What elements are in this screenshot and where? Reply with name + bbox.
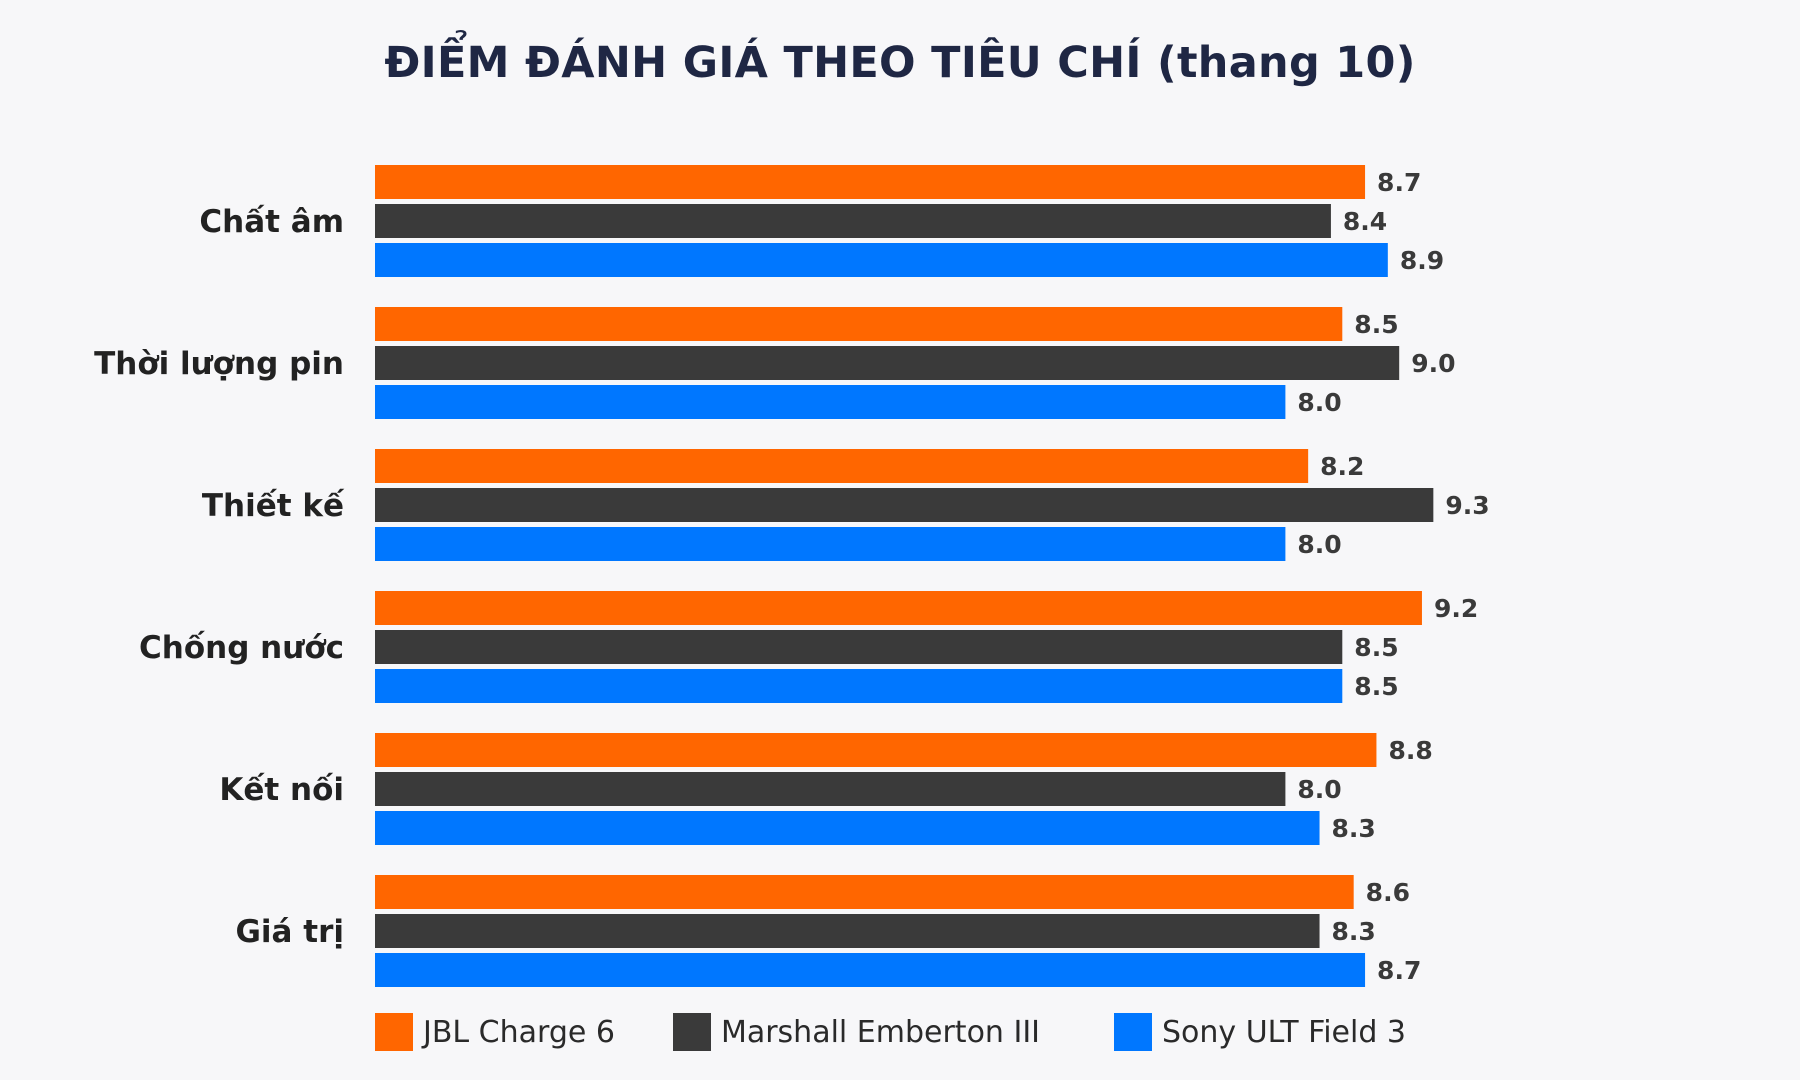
legend-item-jbl: JBL Charge 6 (375, 1013, 615, 1051)
value-label: 8.7 (1377, 956, 1421, 985)
value-label: 8.5 (1354, 310, 1398, 339)
bar (375, 527, 1286, 561)
bar (375, 385, 1286, 419)
bar (375, 307, 1343, 341)
legend-item-marshall: Marshall Emberton III (672, 1013, 1041, 1051)
bar (375, 772, 1286, 806)
bar (375, 733, 1377, 767)
category-label: Thiết kế (202, 488, 345, 524)
bar (375, 243, 1388, 277)
value-label: 8.3 (1332, 917, 1376, 946)
bar (375, 591, 1422, 625)
bar (375, 346, 1400, 380)
bar (375, 811, 1320, 845)
bar (375, 669, 1343, 703)
value-label: 8.0 (1297, 530, 1341, 559)
chart-title: ĐIỂM ĐÁNH GIÁ THEO TIÊU CHÍ (thang 10) (384, 38, 1416, 88)
value-label: 8.2 (1320, 452, 1364, 481)
bar (375, 953, 1366, 987)
category-label: Giá trị (235, 914, 344, 950)
legend-item-sony: Sony ULT Field 3 (1114, 1013, 1406, 1051)
value-label: 8.0 (1297, 775, 1341, 804)
value-label: 8.0 (1297, 388, 1341, 417)
value-label: 8.6 (1366, 878, 1410, 907)
value-label: 8.8 (1388, 736, 1432, 765)
bar (375, 914, 1320, 948)
category-label: Kết nối (219, 772, 344, 808)
value-label: 8.9 (1400, 246, 1444, 275)
bar (375, 630, 1343, 664)
legend-label-sony: Sony ULT Field 3 (1162, 1014, 1406, 1050)
legend-swatch-marshall (672, 1013, 711, 1051)
value-label: 8.7 (1377, 168, 1421, 197)
value-label: 8.4 (1343, 207, 1387, 236)
legend-label-marshall: Marshall Emberton III (720, 1014, 1041, 1050)
legend-swatch-sony (1114, 1013, 1153, 1051)
bar (375, 875, 1354, 909)
value-label: 9.2 (1434, 594, 1478, 623)
bar (375, 165, 1366, 199)
bar (375, 204, 1331, 238)
value-label: 8.5 (1354, 633, 1398, 662)
category-label: Chống nước (139, 630, 344, 666)
value-label: 8.3 (1332, 814, 1376, 843)
bar (375, 449, 1309, 483)
chart-legend: JBL Charge 6 Marshall Emberton III Sony … (375, 1013, 1446, 1051)
category-label: Thời lượng pin (94, 346, 344, 382)
category-label: Chất âm (199, 204, 344, 240)
value-label: 9.0 (1411, 349, 1455, 378)
value-label: 8.5 (1354, 672, 1398, 701)
value-label: 9.3 (1445, 491, 1489, 520)
bar (375, 488, 1434, 522)
legend-label-jbl: JBL Charge 6 (423, 1014, 615, 1050)
legend-swatch-jbl (375, 1013, 413, 1051)
